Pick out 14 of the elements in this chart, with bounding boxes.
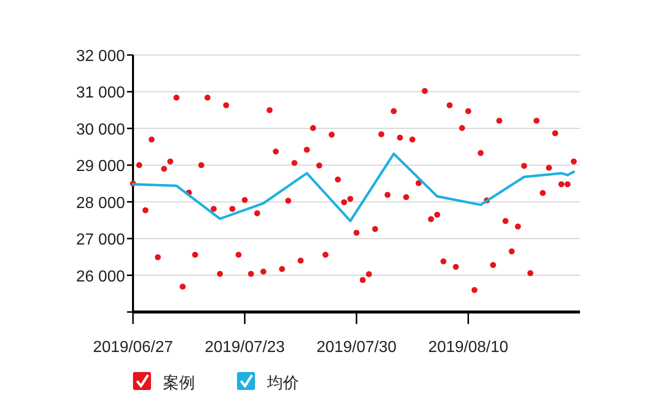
y-tick-label: 29 000 — [76, 158, 126, 176]
line-series — [132, 152, 576, 222]
y-tick-label: 28 000 — [76, 194, 126, 212]
y-tick-label: 32 000 — [76, 48, 126, 65]
legend-label: 均价 — [266, 375, 299, 392]
y-tick-label: 26 000 — [76, 268, 126, 286]
y-tick-label: 30 000 — [76, 121, 126, 138]
x-tick-label: 2019/07/30 — [316, 339, 397, 356]
y-tick-label: 27 000 — [76, 232, 126, 249]
y-tick-label: 31 000 — [76, 84, 126, 102]
x-tick-label: 2019/07/23 — [204, 339, 285, 356]
x-tick-label: 2019/08/10 — [428, 339, 508, 356]
x-tick-label: 2019/06/27 — [92, 339, 174, 356]
legend-label: 案例 — [163, 374, 195, 392]
